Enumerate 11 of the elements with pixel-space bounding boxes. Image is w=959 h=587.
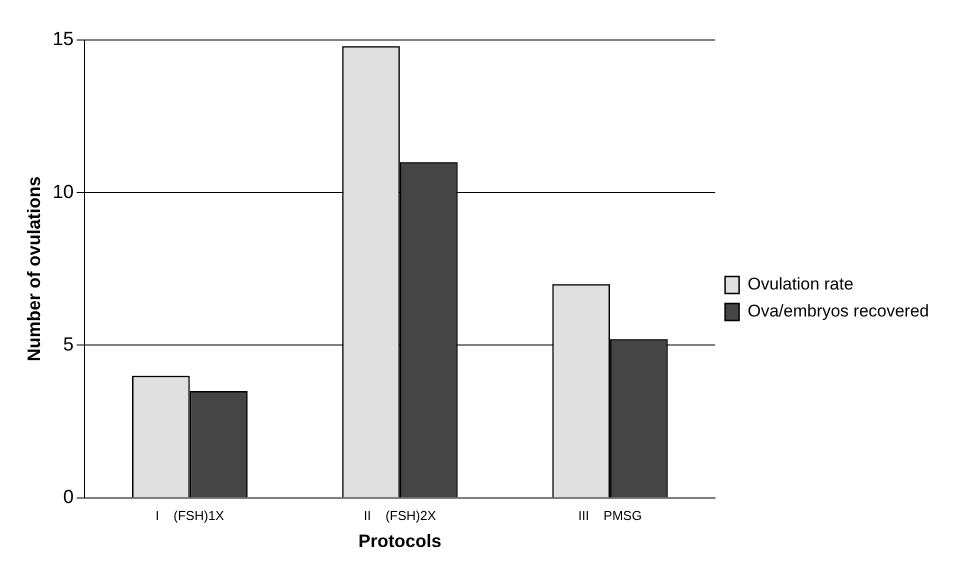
- legend-label: Ova/embryos recovered: [748, 302, 929, 321]
- y-tick-label: 0: [63, 487, 74, 508]
- y-axis-title: Number of ovulations: [24, 176, 44, 362]
- x-tick-label: I (FSH)1X: [155, 508, 224, 524]
- legend-label: Ovulation rate: [748, 274, 854, 294]
- y-tick-label: 15: [52, 29, 74, 50]
- x-tick-label: III PMSG: [578, 508, 642, 524]
- x-axis-title: Protocols: [358, 531, 442, 552]
- y-tick-label: 10: [52, 182, 74, 203]
- x-tick-label: II (FSH)2X: [364, 508, 436, 524]
- y-tick-label: 5: [63, 334, 74, 356]
